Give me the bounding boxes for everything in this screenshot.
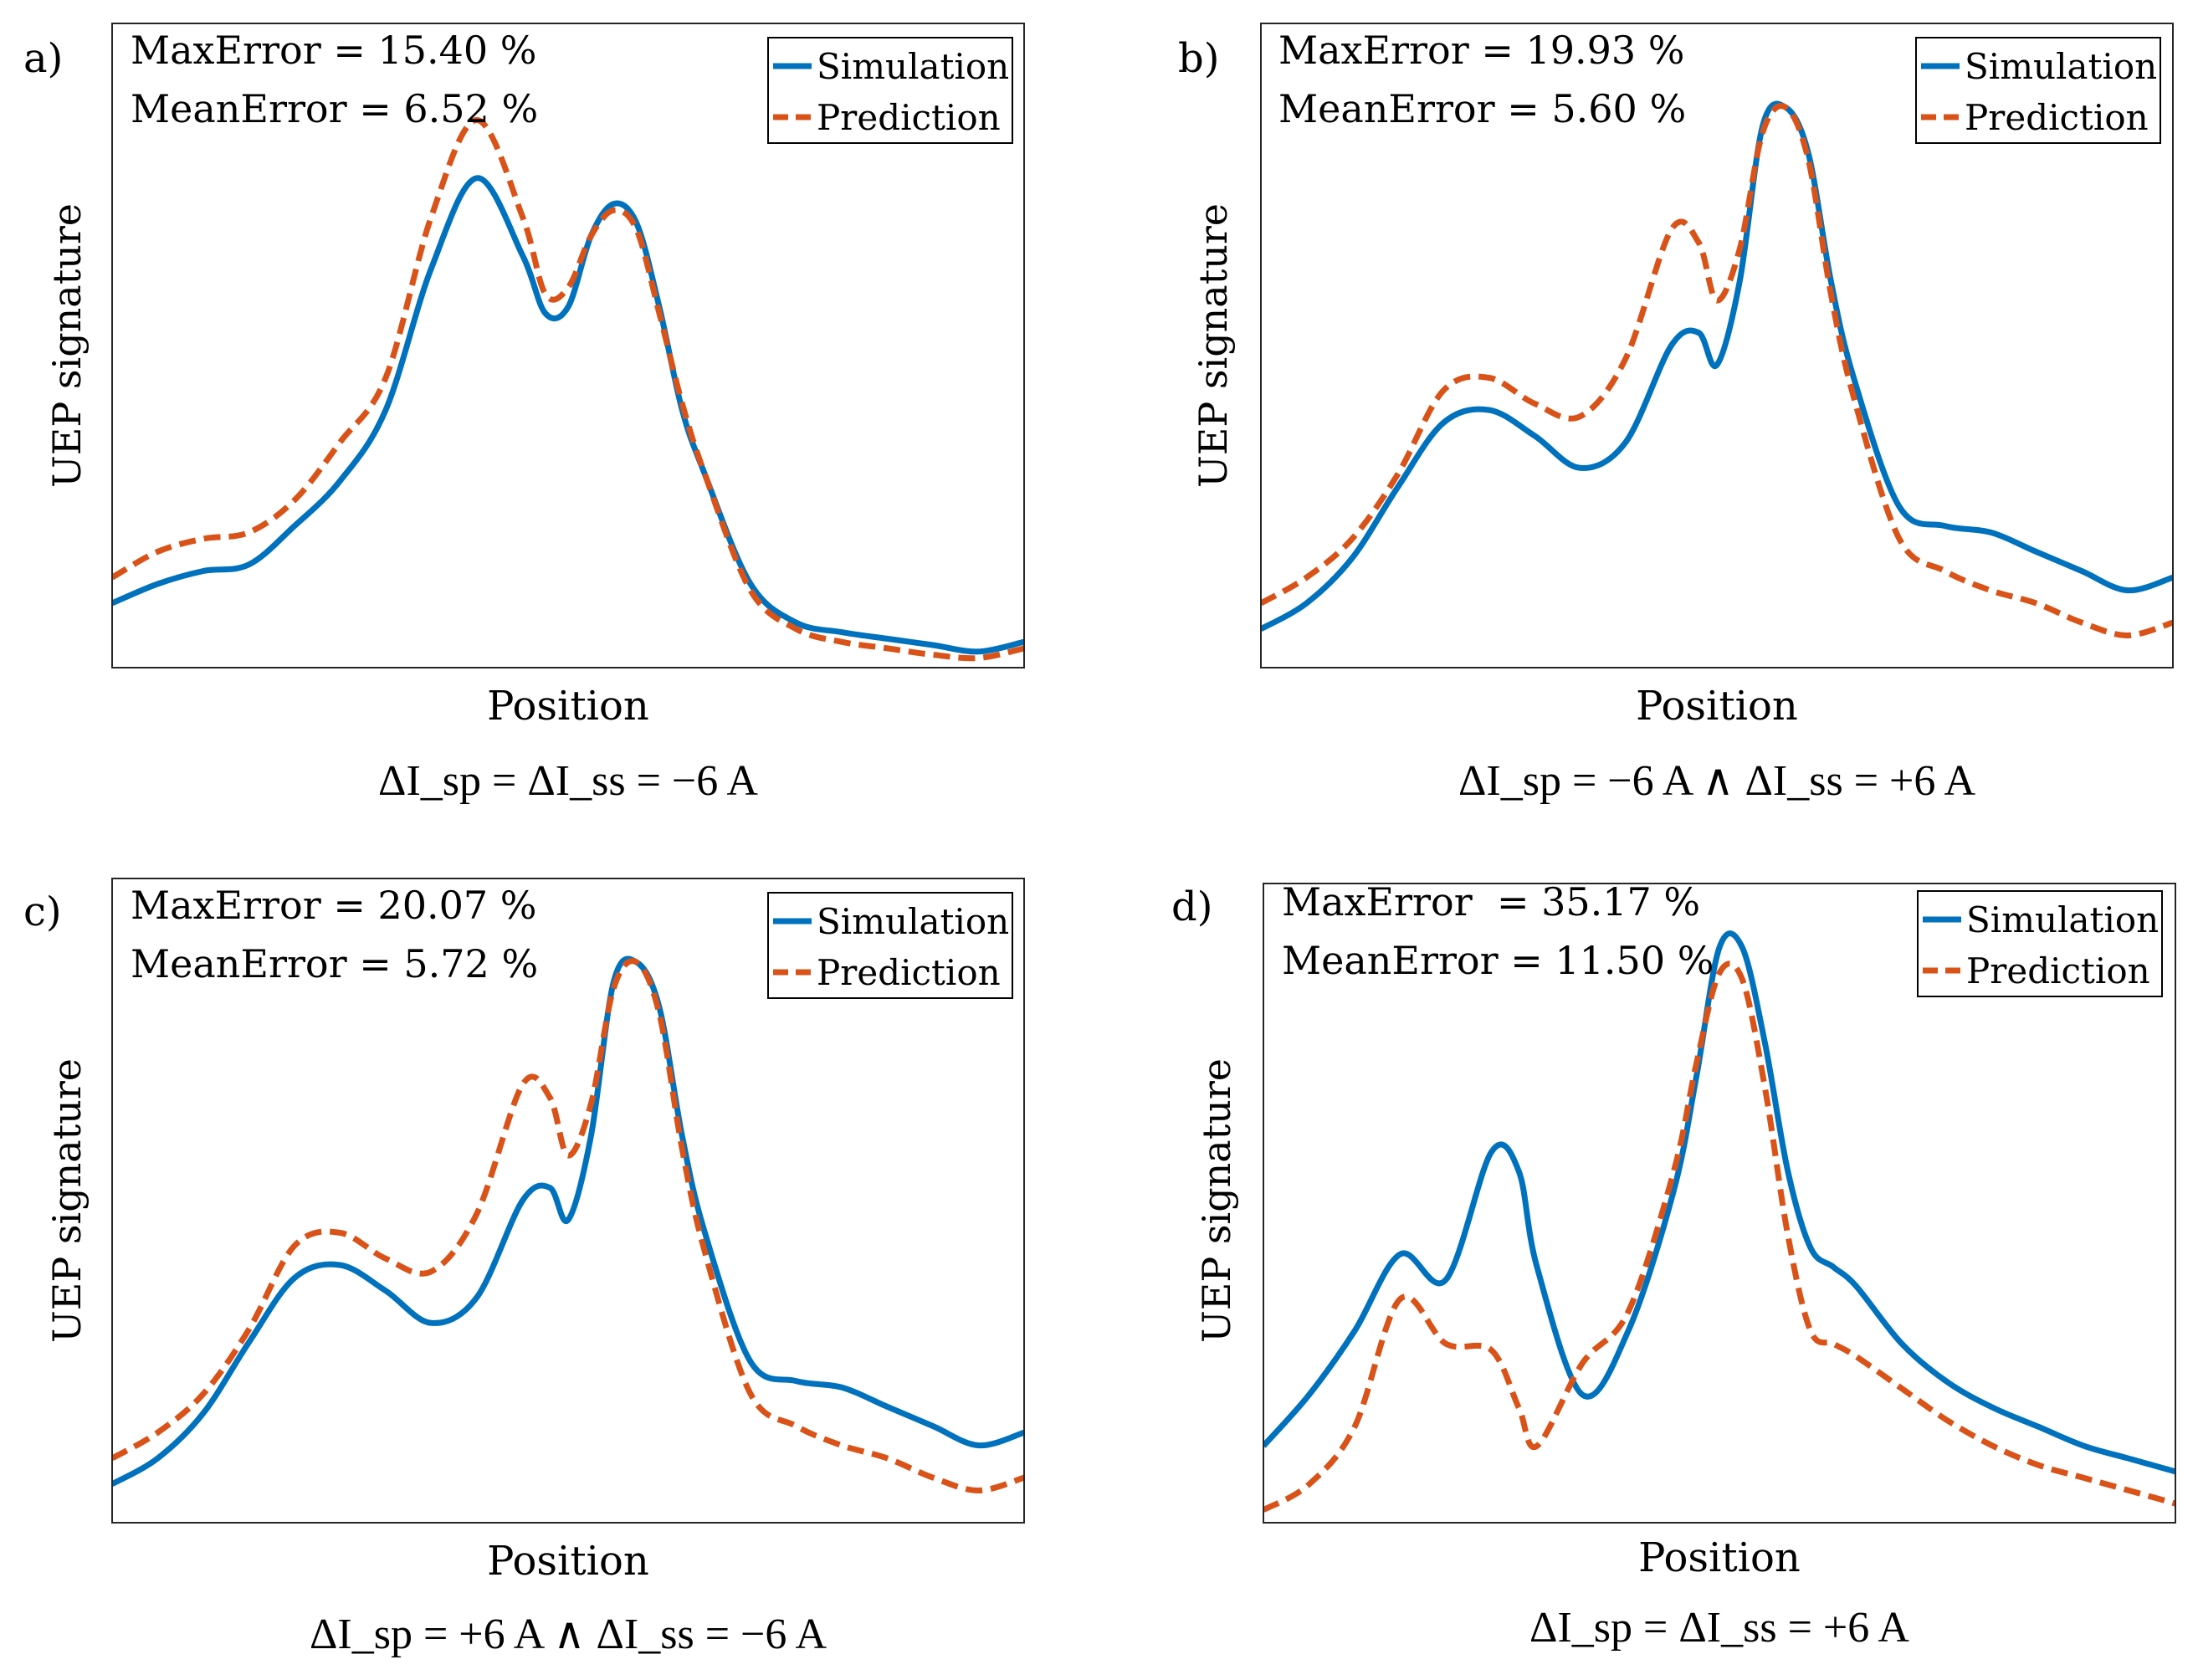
legend: Simulation Prediction <box>767 37 1013 144</box>
panel-d-plot <box>1263 883 2176 1524</box>
caption: ΔI_sp = ΔI_ss = +6 A <box>1529 1604 1909 1652</box>
panel-b: b) UEP signature Position ΔI_sp = −6 A ∧… <box>1178 23 2174 805</box>
legend-simulation-label: Simulation <box>817 46 1009 87</box>
panel-label: d) <box>1171 884 1212 930</box>
axes-box <box>1260 23 2174 668</box>
caption: ΔI_sp = ΔI_ss = −6 A <box>378 757 758 805</box>
legend-box <box>767 892 1013 999</box>
axes-box <box>1263 883 2176 1524</box>
legend: Simulation Prediction <box>1915 37 2161 144</box>
mean-error: MeanError = 6.52 % <box>131 86 538 131</box>
legend-box <box>1917 890 2163 997</box>
panel-label: b) <box>1178 35 1219 82</box>
panel-b-plot <box>1260 23 2174 668</box>
axes-box <box>111 878 1025 1524</box>
panel-label: a) <box>23 35 63 82</box>
simulation-line <box>112 175 1024 655</box>
max-error: MaxError = 20.07 % <box>131 883 537 928</box>
panel-d: d) UEP signature Position ΔI_sp = ΔI_ss … <box>1171 879 2176 1652</box>
legend: Simulation Prediction <box>767 892 1013 999</box>
ylabel: UEP signature <box>1194 1058 1239 1343</box>
legend-box <box>767 37 1013 144</box>
legend-simulation-label: Simulation <box>1966 899 2159 940</box>
legend-prediction-label: Prediction <box>1966 950 2150 991</box>
caption: ΔI_sp = −6 A ∧ ΔI_ss = +6 A <box>1458 757 1976 805</box>
caption: ΔI_sp = +6 A ∧ ΔI_ss = −6 A <box>310 1611 827 1658</box>
mean-error: MeanError = 11.50 % <box>1282 938 1714 983</box>
prediction-line <box>112 958 1024 1493</box>
panel-a: a) UEP signature Position ΔI_sp = ΔI_ss … <box>23 23 1025 805</box>
xlabel: Position <box>487 683 649 730</box>
panel-c: c) UEP signature Position ΔI_sp = +6 A ∧… <box>23 878 1025 1658</box>
xlabel: Position <box>1638 1534 1801 1581</box>
legend-prediction-label: Prediction <box>1965 97 2149 138</box>
ylabel: UEP signature <box>44 1058 90 1343</box>
axes-box <box>111 23 1025 668</box>
legend: Simulation Prediction <box>1917 890 2163 997</box>
ylabel: UEP signature <box>1191 203 1236 488</box>
legend-box <box>1915 37 2161 144</box>
legend-simulation-label: Simulation <box>1965 46 2157 87</box>
panel-c-plot <box>111 878 1025 1524</box>
simulation-line <box>112 955 1024 1487</box>
legend-prediction-label: Prediction <box>817 952 1001 993</box>
max-error: MaxError = 19.93 % <box>1278 28 1685 73</box>
prediction-line <box>1263 960 2175 1513</box>
legend-simulation-label: Simulation <box>817 901 1009 942</box>
panel-a-plot <box>111 23 1025 668</box>
xlabel: Position <box>1636 683 1798 730</box>
simulation-line <box>1263 930 2175 1475</box>
simulation-line <box>1261 100 2173 632</box>
max-error: MaxError = 35.17 % <box>1282 879 1700 925</box>
ylabel: UEP signature <box>44 203 90 488</box>
mean-error: MeanError = 5.72 % <box>131 941 538 986</box>
prediction-line <box>112 117 1024 662</box>
prediction-line <box>1261 103 2173 638</box>
panel-label: c) <box>23 889 62 935</box>
xlabel: Position <box>487 1538 649 1585</box>
legend-prediction-label: Prediction <box>817 97 1001 138</box>
max-error: MaxError = 15.40 % <box>131 28 537 73</box>
mean-error: MeanError = 5.60 % <box>1278 86 1686 131</box>
